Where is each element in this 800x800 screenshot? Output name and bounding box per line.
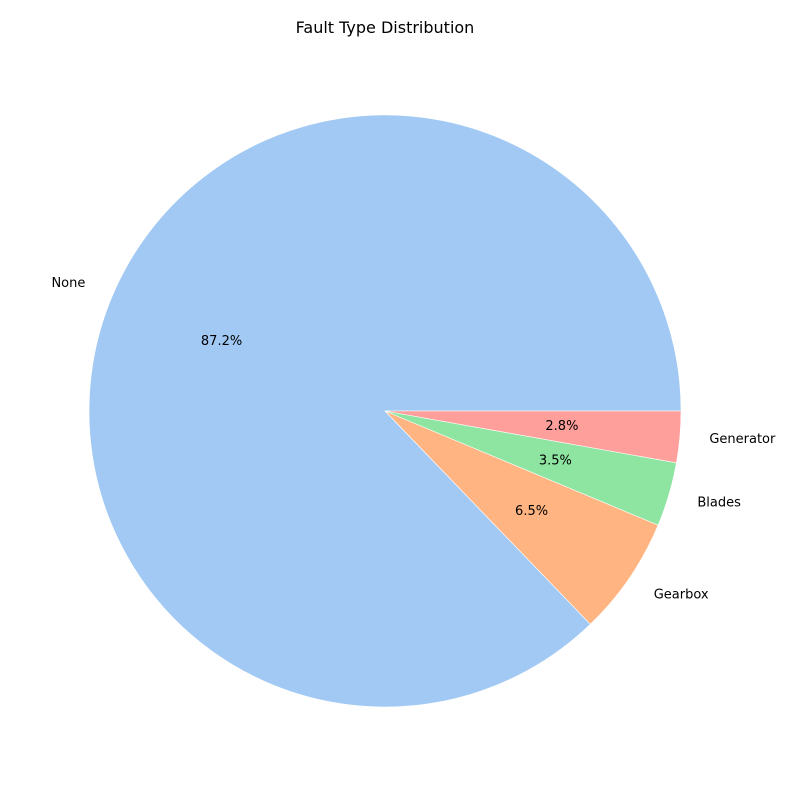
slice-label-blades: Blades [697, 495, 741, 510]
pie-slice-none [88, 114, 682, 708]
slice-label-gearbox: Gearbox [654, 587, 709, 602]
slice-label-none: None [51, 276, 85, 291]
slice-pct-none: 87.2% [201, 334, 242, 349]
slice-pct-gearbox: 6.5% [515, 504, 548, 519]
pie-slice-generator [384, 410, 682, 464]
chart-title: Fault Type Distribution [296, 18, 475, 37]
pie-slice-gearbox [384, 410, 659, 625]
slice-label-generator: Generator [709, 432, 776, 447]
slice-pct-blades: 3.5% [539, 454, 572, 469]
slice-pct-generator: 2.8% [545, 419, 578, 434]
slices-layer [88, 114, 682, 708]
labels-layer: None 87.2% Gearbox 6.5% Blades 3.5% Generator 2… [51, 276, 776, 602]
